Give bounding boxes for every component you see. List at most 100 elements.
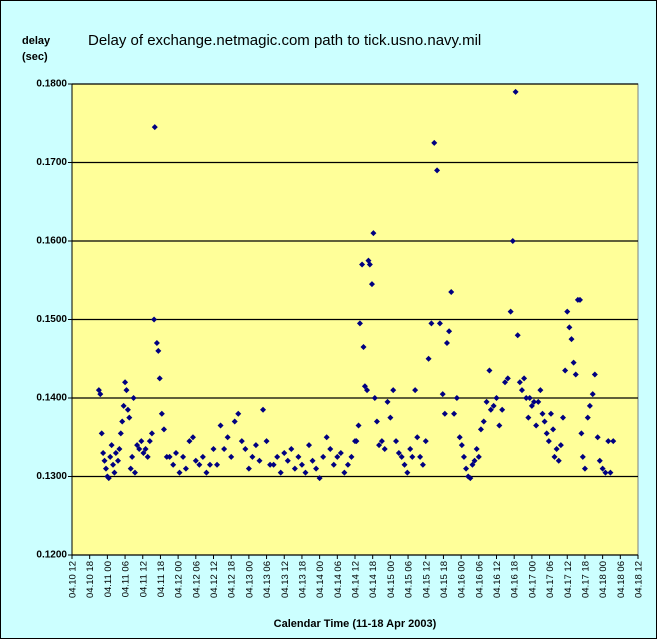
point: [252, 442, 259, 449]
point: [514, 332, 521, 339]
point: [153, 340, 160, 347]
point: [295, 453, 302, 460]
point: [523, 395, 530, 401]
point: [249, 453, 256, 460]
point: [313, 465, 320, 472]
point: [199, 453, 206, 460]
x-tick-label: 04.12 18: [227, 561, 238, 598]
point: [101, 457, 108, 464]
point: [284, 457, 291, 464]
point: [594, 434, 601, 441]
point: [496, 422, 503, 429]
point: [443, 340, 450, 347]
point: [189, 434, 196, 441]
point: [557, 442, 564, 449]
point: [235, 410, 242, 417]
x-tick-label: 04.13 06: [262, 561, 273, 598]
point: [417, 453, 424, 460]
point: [533, 422, 540, 429]
point: [368, 281, 375, 288]
point: [555, 457, 562, 464]
point: [541, 418, 548, 425]
x-tick-label: 04.15 06: [404, 561, 415, 598]
point: [337, 449, 344, 456]
point: [274, 453, 281, 460]
point: [256, 457, 263, 464]
point: [530, 398, 537, 405]
point: [610, 438, 617, 445]
point: [428, 320, 435, 327]
point: [471, 457, 478, 464]
point: [306, 442, 313, 449]
point: [578, 430, 585, 437]
x-tick-label: 04.17 12: [563, 561, 574, 598]
point: [553, 446, 560, 453]
x-tick-label: 04.13 12: [280, 561, 291, 598]
point: [463, 465, 470, 472]
point: [361, 383, 368, 390]
x-tick-label: 04.17 18: [580, 561, 591, 598]
point: [107, 453, 114, 460]
x-tick-label: 04.13 18: [297, 561, 308, 598]
point: [414, 434, 421, 441]
x-tick-label: 04.18 12: [634, 561, 645, 598]
point: [98, 430, 105, 437]
y-tick-label: 0.1600: [36, 236, 67, 247]
point: [302, 469, 309, 476]
point: [439, 391, 446, 398]
x-tick-label: 04.14 06: [333, 561, 344, 598]
point: [124, 406, 131, 413]
point: [487, 406, 494, 413]
point: [584, 414, 591, 421]
x-tick-label: 04.14 00: [315, 561, 326, 598]
point: [599, 465, 606, 472]
point: [122, 379, 129, 386]
point: [475, 453, 482, 460]
point: [407, 446, 414, 453]
point: [528, 402, 535, 409]
x-tick-label: 04.12 12: [209, 561, 220, 598]
point: [134, 442, 141, 449]
point: [504, 375, 511, 382]
point: [117, 430, 124, 437]
x-tick-label: 04.14 12: [351, 561, 362, 598]
point: [221, 446, 228, 453]
point: [111, 469, 118, 476]
point: [158, 410, 165, 417]
point: [539, 410, 546, 417]
point: [323, 434, 330, 441]
point: [136, 446, 143, 453]
point: [196, 461, 203, 468]
point: [114, 457, 121, 464]
y-tick-label: 0.1500: [36, 314, 67, 325]
point: [242, 446, 249, 453]
y-axis-label: delay: [22, 35, 51, 47]
point: [97, 391, 104, 398]
point: [309, 457, 316, 464]
x-tick-label: 04.16 12: [492, 561, 503, 598]
point: [182, 465, 189, 472]
point: [404, 469, 411, 476]
point: [203, 469, 210, 476]
point: [605, 438, 612, 445]
point: [130, 395, 137, 401]
point: [180, 453, 187, 460]
x-axis-label: Calendar Time (11-18 Apr 2003): [274, 618, 437, 630]
point: [186, 438, 193, 445]
point: [142, 446, 149, 453]
point: [526, 395, 533, 401]
point: [499, 406, 506, 413]
point: [100, 449, 107, 456]
point: [570, 359, 577, 366]
point: [144, 453, 151, 460]
point: [112, 449, 119, 456]
point: [579, 453, 586, 460]
point: [483, 398, 490, 405]
point: [214, 461, 221, 468]
point: [550, 426, 557, 433]
point: [260, 406, 267, 413]
x-tick-label: 04.10 18: [85, 561, 96, 598]
point: [108, 442, 115, 449]
point: [359, 261, 366, 268]
point: [353, 438, 360, 445]
